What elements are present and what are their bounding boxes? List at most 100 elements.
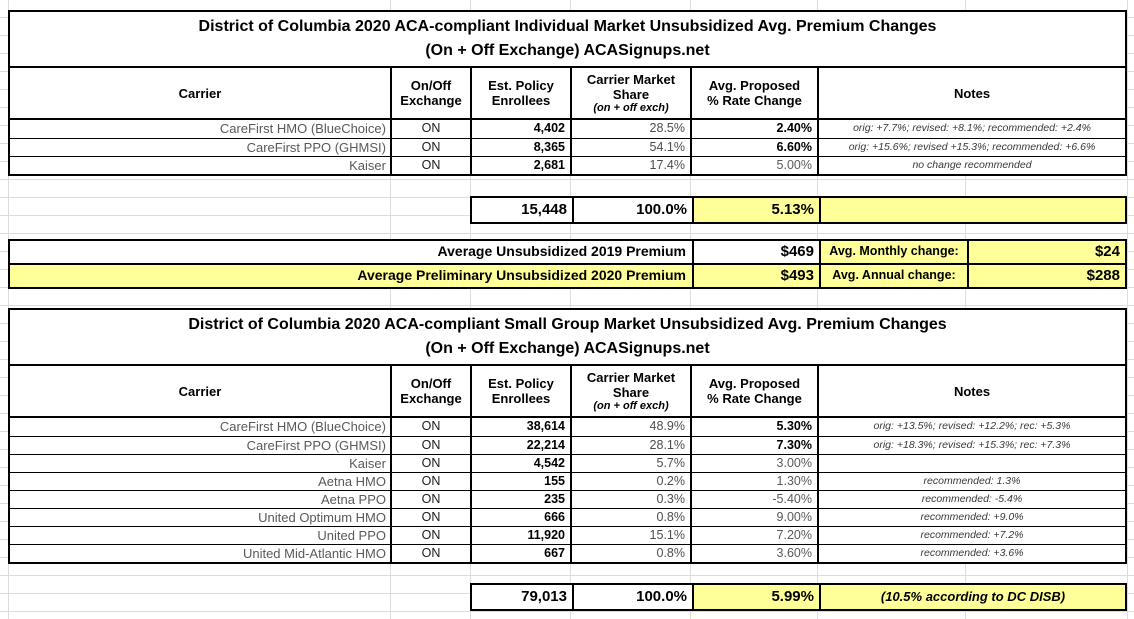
individual-header-row: Carrier On/Off Exchange Est. Policy Enroll…: [10, 68, 1125, 120]
carrier-cell: CareFirst HMO (BlueChoice): [219, 121, 386, 136]
enrollees-cell: 155: [470, 473, 570, 490]
table-row: CareFirst HMO (BlueChoice) ON 4,402 28.5…: [10, 120, 1125, 138]
col-header-exchange: On/Off Exchange: [390, 68, 470, 118]
total-share-cell: 100.0%: [572, 585, 692, 609]
carrier-cell: CareFirst HMO (BlueChoice): [219, 419, 386, 434]
exchange-cell: ON: [390, 418, 470, 436]
enrollees-cell: 8,365: [470, 139, 570, 156]
carrier-cell: Kaiser: [349, 456, 386, 471]
monthly-change-label: Avg. Monthly change:: [819, 241, 967, 263]
col-header-rate-change: Avg. Proposed% Rate Change: [690, 366, 817, 416]
notes-cell: orig: +13.5%; revised: +12.2%; rec: +5.3…: [817, 418, 1125, 436]
col-header-rate-change: Avg. Proposed% Rate Change: [690, 68, 817, 118]
carrier-cell: United PPO: [317, 528, 386, 543]
carrier-cell: Aetna PPO: [320, 492, 386, 507]
summary-value: $493: [692, 265, 819, 287]
total-enrollees-cell: 79,013: [521, 588, 567, 605]
market-share-cell: 48.9%: [570, 418, 690, 436]
notes-cell: orig: +15.6%; revised +15.3%; recommende…: [817, 139, 1125, 156]
enrollees-cell: 4,542: [470, 455, 570, 472]
total-notes-cell: (10.5% according to DC DISB): [819, 585, 1125, 609]
col-header-exchange: On/Off Exchange: [390, 366, 470, 416]
total-share-cell: 100.0%: [572, 198, 692, 222]
col-header-notes: Notes: [817, 68, 1125, 118]
rate-change-cell: 7.30%: [690, 437, 817, 454]
col-header-carrier: Carrier: [178, 383, 222, 399]
rate-change-cell: 5.30%: [690, 418, 817, 436]
rate-change-cell: 6.60%: [690, 139, 817, 156]
small-group-market-table: District of Columbia 2020 ACA-compliant …: [8, 308, 1127, 564]
small-group-totals-row: 79,013 100.0% 5.99% (10.5% according to …: [470, 583, 1127, 611]
col-header-enrollees: Est. Policy Enrollees: [470, 68, 570, 118]
title-line-2: (On + Off Exchange) ACASignups.net: [425, 340, 710, 357]
enrollees-cell: 4,402: [470, 120, 570, 138]
total-enrollees-cell: 15,448: [521, 201, 567, 218]
market-share-cell: 0.8%: [570, 509, 690, 526]
col-header-enrollees: Est. Policy Enrollees: [470, 366, 570, 416]
summary-value: $469: [692, 241, 819, 263]
exchange-cell: ON: [390, 455, 470, 472]
enrollees-cell: 667: [470, 545, 570, 562]
notes-cell: [817, 455, 1125, 472]
table-row: United Mid-Atlantic HMO ON 667 0.8% 3.60…: [10, 544, 1125, 562]
rate-change-cell: 3.60%: [690, 545, 817, 562]
exchange-cell: ON: [390, 120, 470, 138]
enrollees-cell: 2,681: [470, 157, 570, 174]
rate-change-cell: -5.40%: [690, 491, 817, 508]
rate-change-cell: 7.20%: [690, 527, 817, 544]
rate-change-cell: 1.30%: [690, 473, 817, 490]
title-line-1: District of Columbia 2020 ACA-compliant …: [188, 316, 947, 333]
title-line-2: (On + Off Exchange) ACASignups.net: [425, 42, 710, 59]
table-row: CareFirst PPO (GHMSI) ON 8,365 54.1% 6.6…: [10, 138, 1125, 156]
individual-totals-row: 15,448 100.0% 5.13%: [470, 196, 1127, 224]
market-share-cell: 15.1%: [570, 527, 690, 544]
total-rate-cell: 5.13%: [692, 198, 819, 222]
summary-label: Average Preliminary Unsubsidized 2020 Pr…: [10, 265, 692, 287]
carrier-cell: United Optimum HMO: [258, 510, 386, 525]
summary-label: Average Unsubsidized 2019 Premium: [437, 243, 686, 259]
annual-change-value: $288: [967, 265, 1125, 287]
table-row: United Optimum HMO ON 666 0.8% 9.00% rec…: [10, 508, 1125, 526]
carrier-cell: United Mid-Atlantic HMO: [242, 546, 386, 561]
enrollees-cell: 22,214: [470, 437, 570, 454]
table-row: Kaiser ON 4,542 5.7% 3.00%: [10, 454, 1125, 472]
market-share-cell: 28.5%: [570, 120, 690, 138]
col-header-market-share: Carrier Market Share (on + off exch): [570, 366, 690, 416]
table-row: Kaiser ON 2,681 17.4% 5.00% no change re…: [10, 156, 1125, 174]
notes-cell: recommended: +9.0%: [817, 509, 1125, 526]
market-share-cell: 0.2%: [570, 473, 690, 490]
market-share-cell: 0.3%: [570, 491, 690, 508]
enrollees-cell: 38,614: [470, 418, 570, 436]
grid-line: [1127, 0, 1128, 619]
premium-summary: Average Unsubsidized 2019 Premium $469 A…: [8, 239, 1127, 289]
total-notes-cell: [819, 198, 1125, 222]
exchange-cell: ON: [390, 527, 470, 544]
enrollees-cell: 666: [470, 509, 570, 526]
table-row: CareFirst HMO (BlueChoice) ON 38,614 48.…: [10, 418, 1125, 436]
rate-change-cell: 3.00%: [690, 455, 817, 472]
table-row: Aetna PPO ON 235 0.3% -5.40% recommended…: [10, 490, 1125, 508]
notes-cell: recommended: -5.4%: [817, 491, 1125, 508]
exchange-cell: ON: [390, 491, 470, 508]
market-share-cell: 0.8%: [570, 545, 690, 562]
market-share-cell: 5.7%: [570, 455, 690, 472]
notes-cell: recommended: +7.2%: [817, 527, 1125, 544]
carrier-cell: Kaiser: [349, 158, 386, 173]
small-group-table-title: District of Columbia 2020 ACA-compliant …: [10, 310, 1125, 366]
monthly-change-value: $24: [967, 241, 1125, 263]
exchange-cell: ON: [390, 157, 470, 174]
col-header-carrier: Carrier: [178, 85, 222, 101]
small-group-header-row: Carrier On/Off Exchange Est. Policy Enroll…: [10, 366, 1125, 418]
annual-change-label: Avg. Annual change:: [819, 265, 967, 287]
carrier-cell: Aetna HMO: [318, 474, 386, 489]
exchange-cell: ON: [390, 545, 470, 562]
exchange-cell: ON: [390, 509, 470, 526]
enrollees-cell: 11,920: [470, 527, 570, 544]
rate-change-cell: 9.00%: [690, 509, 817, 526]
market-share-cell: 17.4%: [570, 157, 690, 174]
notes-cell: recommended: 1.3%: [817, 473, 1125, 490]
notes-cell: orig: +18.3%; revised: +15.3%; rec: +7.3…: [817, 437, 1125, 454]
individual-table-title: District of Columbia 2020 ACA-compliant …: [10, 12, 1125, 68]
carrier-cell: CareFirst PPO (GHMSI): [246, 438, 386, 453]
exchange-cell: ON: [390, 473, 470, 490]
